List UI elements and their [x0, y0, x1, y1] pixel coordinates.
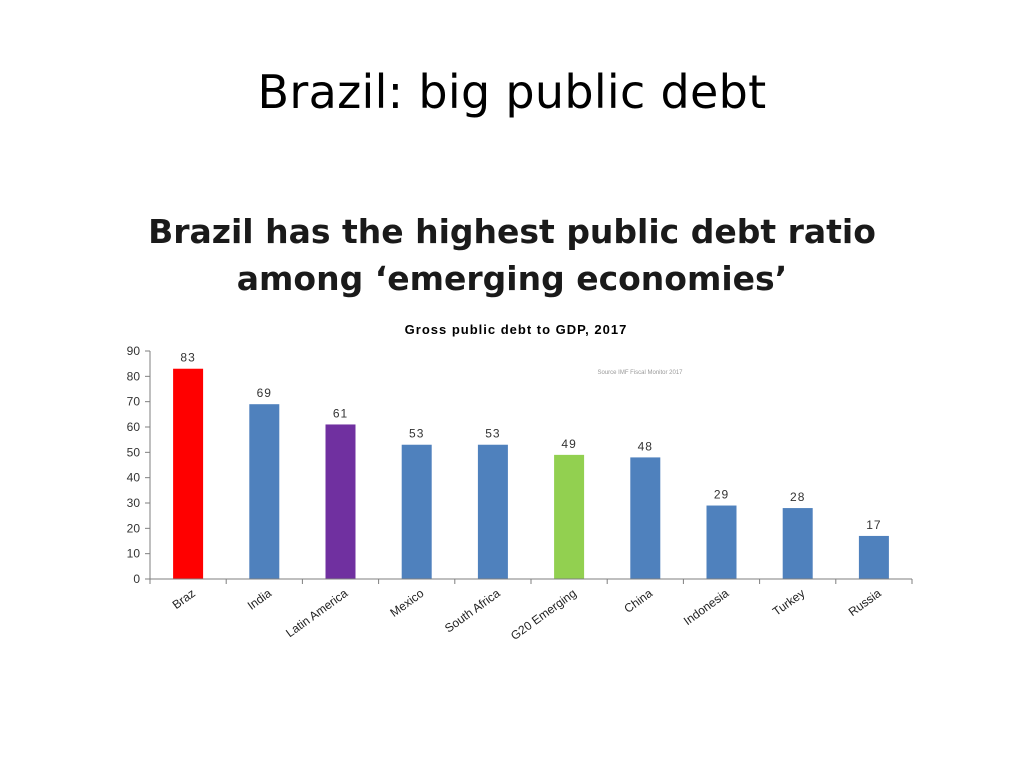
x-tick-label: Mexico [387, 586, 426, 620]
bar [858, 535, 889, 579]
bar [630, 457, 661, 579]
y-tick-label: 0 [133, 572, 140, 586]
bar-value-label: 29 [714, 488, 729, 502]
x-tick-label: Latin America [283, 586, 350, 640]
x-tick-label: G20 Emerging [508, 586, 579, 643]
y-tick-label: 50 [127, 445, 141, 459]
y-tick-label: 90 [127, 344, 141, 358]
bars-group: 83 69 61 53 53 49 48 29 28 17 [173, 351, 889, 579]
chart-source-note: Source IMF Fiscal Monitor 2017 [597, 370, 683, 376]
bar-value-label: 83 [180, 351, 195, 365]
x-tick-label: Braz [170, 586, 198, 612]
x-axis: Braz India Latin America Mexico South Africa… [149, 578, 913, 643]
y-tick-label: 80 [127, 369, 141, 383]
y-axis: 0 10 20 30 40 50 60 70 80 90 [127, 344, 151, 586]
slide-title: Brazil: big public debt [257, 65, 767, 119]
bar-value-label: 28 [790, 490, 805, 504]
chart-title: Gross public debt to GDP, 2017 [405, 322, 628, 337]
x-tick-label: Indonesia [681, 586, 732, 628]
y-tick-label: 70 [127, 395, 141, 409]
x-tick-label: China [621, 586, 655, 616]
bar [325, 424, 356, 579]
y-tick-label: 40 [127, 471, 141, 485]
bar-value-label: 53 [409, 427, 424, 441]
chart-headline-line-1: Brazil has the highest public debt ratio [148, 212, 876, 251]
bar [554, 454, 585, 579]
bar-value-label: 17 [866, 518, 881, 532]
y-tick-label: 30 [127, 496, 141, 510]
bar [401, 444, 432, 579]
bar [249, 404, 280, 579]
y-tick-label: 10 [127, 547, 141, 561]
bar [173, 368, 204, 579]
chart-headline-line-2: among ‘emerging economies’ [236, 259, 788, 298]
y-tick-label: 60 [127, 420, 141, 434]
x-tick-label: Russia [846, 586, 884, 619]
bar-value-label: 69 [257, 386, 272, 400]
x-tick-label: South Africa [442, 586, 503, 636]
bar [782, 508, 813, 579]
bar-value-label: 49 [561, 437, 576, 451]
bar-value-label: 53 [485, 427, 500, 441]
bar-value-label: 48 [638, 439, 653, 453]
bar [477, 444, 508, 579]
y-tick-label: 20 [127, 521, 141, 535]
x-tick-label: India [245, 586, 275, 613]
bar [706, 505, 737, 579]
bar-value-label: 61 [333, 406, 348, 420]
x-tick-label: Turkey [770, 586, 808, 619]
